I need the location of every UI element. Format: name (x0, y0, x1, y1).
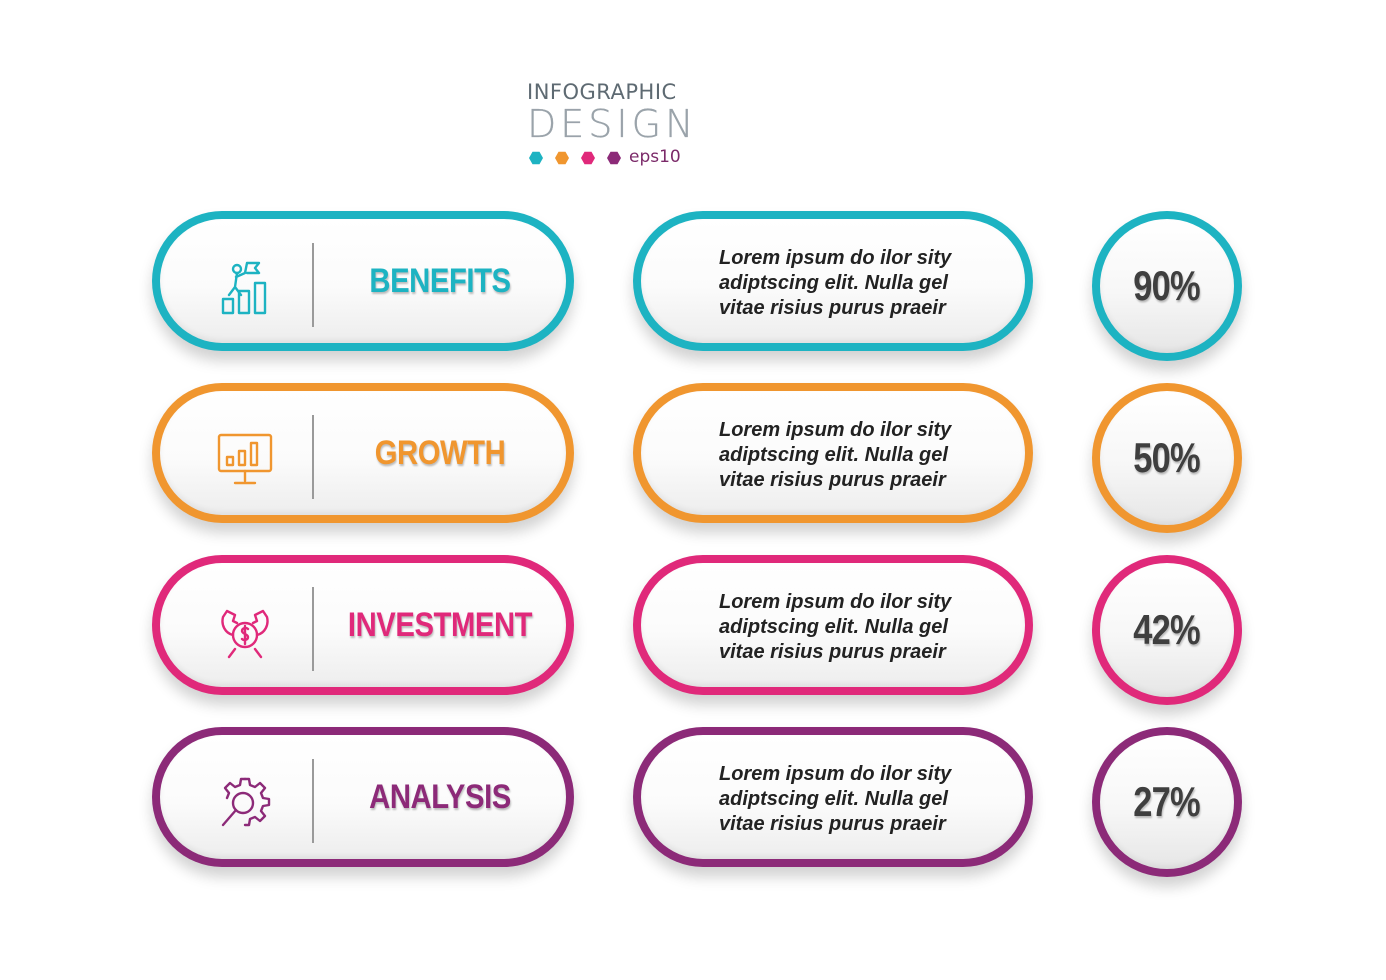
label-divider (312, 759, 314, 843)
infographic-row: ANALYSIS Lorem ipsum do ilor sity adipts… (0, 727, 1386, 879)
infographic-row: INVESTMENT Lorem ipsum do ilor sity adip… (0, 555, 1386, 707)
label-card: ANALYSIS (152, 727, 574, 867)
description-line: adiptscing elit. Nulla gel (719, 788, 948, 810)
label-card: GROWTH (152, 383, 574, 523)
percent-badge: 42% (1092, 555, 1242, 705)
infographic-row: GROWTH Lorem ipsum do ilor sity adiptsci… (0, 383, 1386, 535)
description-card: Lorem ipsum do ilor sity adiptscing elit… (633, 211, 1033, 351)
description-line: adiptscing elit. Nulla gel (719, 272, 948, 294)
row-label: GROWTH (374, 433, 506, 472)
percent-badge: 90% (1092, 211, 1242, 361)
row-label: INVESTMENT (347, 605, 533, 644)
growth-person-flag-icon (215, 259, 275, 319)
description-line: Lorem ipsum do ilor sity (719, 419, 952, 441)
description-line: Lorem ipsum do ilor sity (719, 763, 952, 785)
header-title-line1: INFOGRAPHIC (527, 80, 677, 104)
percent-value: 90% (1133, 262, 1201, 309)
percent-badge: 27% (1092, 727, 1242, 877)
row-description: Lorem ipsum do ilor sity adiptscing elit… (719, 418, 1009, 493)
description-line: vitae risius purus praeir (719, 469, 946, 491)
row-description: Lorem ipsum do ilor sity adiptscing elit… (719, 246, 1009, 321)
description-line: vitae risius purus praeir (719, 297, 946, 319)
description-card: Lorem ipsum do ilor sity adiptscing elit… (633, 555, 1033, 695)
label-divider (312, 243, 314, 327)
header-eps-tag: eps10 (629, 146, 681, 167)
description-card: Lorem ipsum do ilor sity adiptscing elit… (633, 383, 1033, 523)
gear-magnifier-icon (215, 775, 275, 835)
row-label: ANALYSIS (369, 777, 511, 816)
label-divider (312, 587, 314, 671)
row-description: Lorem ipsum do ilor sity adiptscing elit… (719, 590, 1009, 665)
hexagon-dot-icon (555, 151, 569, 165)
header-title-line2: DESIGN (527, 102, 698, 146)
percent-badge: 50% (1092, 383, 1242, 533)
label-card: INVESTMENT (152, 555, 574, 695)
label-divider (312, 415, 314, 499)
description-line: vitae risius purus praeir (719, 641, 946, 663)
header-dots: eps10 (529, 146, 681, 168)
description-line: vitae risius purus praeir (719, 813, 946, 835)
row-description: Lorem ipsum do ilor sity adiptscing elit… (719, 762, 1009, 837)
percent-value: 50% (1133, 434, 1201, 481)
hexagon-dot-icon (529, 151, 543, 165)
percent-value: 42% (1133, 606, 1201, 653)
description-line: adiptscing elit. Nulla gel (719, 444, 948, 466)
monitor-chart-icon (215, 431, 275, 491)
description-line: adiptscing elit. Nulla gel (719, 616, 948, 638)
description-line: Lorem ipsum do ilor sity (719, 247, 952, 269)
label-card: BENEFITS (152, 211, 574, 351)
description-card: Lorem ipsum do ilor sity adiptscing elit… (633, 727, 1033, 867)
infographic-header: INFOGRAPHIC DESIGN eps10 (527, 80, 697, 170)
description-line: Lorem ipsum do ilor sity (719, 591, 952, 613)
hexagon-dot-icon (581, 151, 595, 165)
row-label: BENEFITS (369, 261, 511, 300)
hands-dollar-coin-icon (215, 603, 275, 663)
percent-value: 27% (1133, 778, 1201, 825)
hexagon-dot-icon (607, 151, 621, 165)
infographic-row: BENEFITS Lorem ipsum do ilor sity adipts… (0, 211, 1386, 363)
